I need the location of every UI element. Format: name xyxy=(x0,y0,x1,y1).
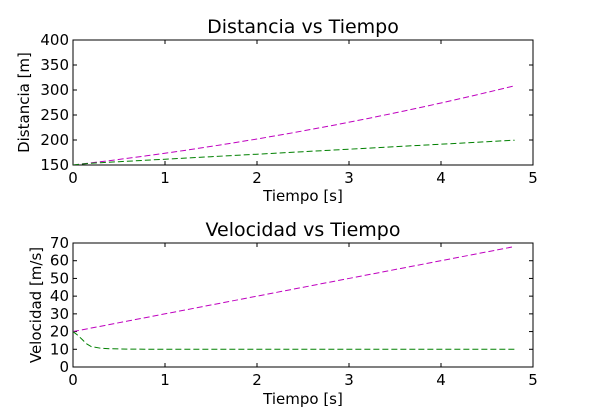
distance-series-green-line xyxy=(73,139,515,165)
distance-x-tick-label: 4 xyxy=(436,169,446,187)
distance-x-axis-label: Tiempo [s] xyxy=(262,187,343,205)
distance-y-tick-label: 300 xyxy=(40,81,69,99)
velocity-y-tick-label: 70 xyxy=(50,234,69,252)
velocity-y-tick-label: 40 xyxy=(50,287,69,305)
velocity-y-axis-label: Velocidad [m/s] xyxy=(27,247,45,363)
distance-y-tick-label: 150 xyxy=(40,156,69,174)
distance-x-tick-label: 3 xyxy=(344,169,354,187)
distance-y-tick-label: 400 xyxy=(40,31,69,49)
distance-y-tick-label: 200 xyxy=(40,131,69,149)
velocity-series-magenta-line xyxy=(73,246,515,333)
distance-plot-frame xyxy=(72,39,534,166)
distance-series-magenta-line xyxy=(73,85,515,165)
velocity-x-tick-label: 2 xyxy=(252,371,262,389)
velocity-x-axis-label: Tiempo [s] xyxy=(262,390,343,408)
distance-y-axis-label: Distancia [m] xyxy=(15,52,33,153)
velocity-y-tick-label: 30 xyxy=(50,305,69,323)
velocity-y-tick-label: 0 xyxy=(59,358,69,376)
velocity-chart: Velocidad vs Tiempo Tiempo [s] Velocidad [… xyxy=(27,219,538,408)
distance-x-tick-label: 2 xyxy=(252,169,262,187)
velocity-chart-title: Velocidad vs Tiempo xyxy=(205,219,400,241)
distance-chart: Distancia vs Tiempo Tiempo [s] Distancia [… xyxy=(15,16,538,205)
velocity-y-tick-label: 10 xyxy=(50,340,69,358)
velocity-x-tick-label: 0 xyxy=(68,371,78,389)
distance-x-tick-label: 1 xyxy=(160,169,170,187)
velocity-y-tick-label: 60 xyxy=(50,252,69,270)
velocity-series-green-line xyxy=(73,331,515,350)
velocity-x-tick-label: 1 xyxy=(160,371,170,389)
velocity-x-tick-label: 4 xyxy=(436,371,446,389)
distance-x-tick-label: 5 xyxy=(528,169,538,187)
distance-y-tick-label: 250 xyxy=(40,106,69,124)
distance-y-tick-label: 350 xyxy=(40,56,69,74)
velocity-y-tick-label: 20 xyxy=(50,323,69,341)
velocity-plot-frame xyxy=(72,242,534,368)
distance-x-tick-label: 0 xyxy=(68,169,78,187)
distance-chart-title: Distancia vs Tiempo xyxy=(207,16,399,38)
velocity-x-tick-label: 5 xyxy=(528,371,538,389)
velocity-x-tick-label: 3 xyxy=(344,371,354,389)
velocity-y-tick-label: 50 xyxy=(50,269,69,287)
